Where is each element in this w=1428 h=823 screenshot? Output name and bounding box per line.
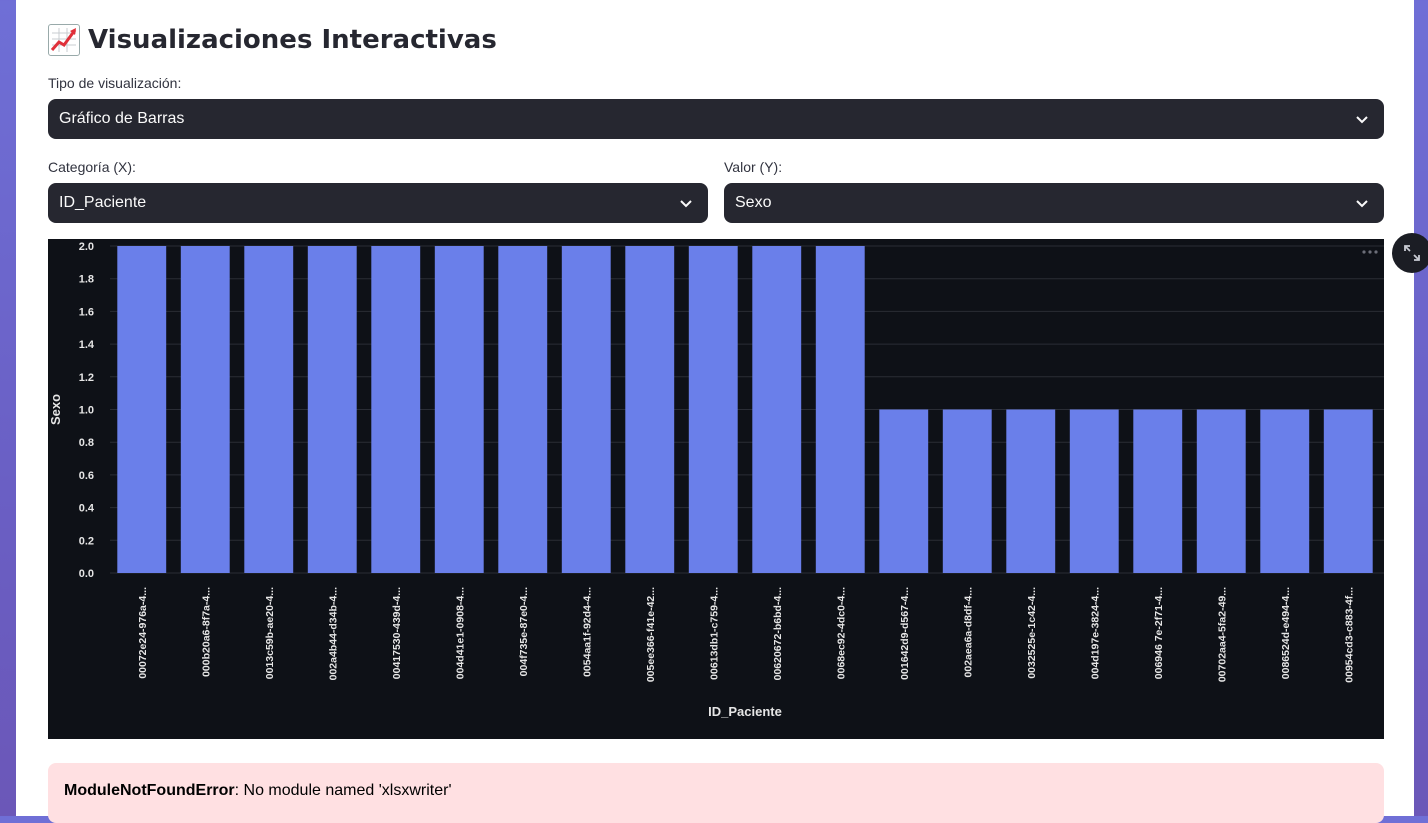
x-tick-label: 00702aa4-5fa2-49... <box>1216 587 1228 682</box>
viz-type-label: Tipo de visualización: <box>48 75 182 91</box>
bar[interactable] <box>498 246 548 573</box>
x-tick-label: 00954cd3-c883-4f... <box>1343 587 1355 683</box>
x-tick-label: 004f735e-87e0-4... <box>518 587 530 676</box>
x-tick-label: 001642d9-d567-4... <box>899 587 911 680</box>
error-alert: ModuleNotFoundError: No module named 'xl… <box>48 763 1384 823</box>
x-tick-label: 005ee366-f41e-42... <box>645 587 657 682</box>
bar[interactable] <box>307 246 357 573</box>
y-value-select[interactable]: Sexo <box>724 183 1384 223</box>
y-tick-label: 1.2 <box>79 372 94 384</box>
chevron-down-icon <box>680 200 692 208</box>
x-tick-label: 0032525e-1c42-4... <box>1026 587 1038 679</box>
x-tick-label: 004d197e-3824-4... <box>1089 587 1101 679</box>
x-tick-label: 000b20a6-8f7a-4... <box>200 587 212 677</box>
chevron-down-icon <box>1356 200 1368 208</box>
bar[interactable] <box>1069 409 1119 574</box>
bar[interactable] <box>815 246 865 573</box>
y-tick-label: 0.2 <box>79 535 94 547</box>
viz-type-select[interactable]: Gráfico de Barras <box>48 99 1384 139</box>
bar[interactable] <box>561 246 611 573</box>
bar[interactable] <box>434 246 484 573</box>
x-tick-label: 00613db1-c759-4... <box>708 587 720 680</box>
y-axis-title: Sexo <box>48 394 63 425</box>
y-tick-label: 0.8 <box>79 437 94 449</box>
x-tick-label: 006946 7e-2f71-4... <box>1153 587 1165 679</box>
bar[interactable] <box>1323 409 1373 574</box>
bar[interactable] <box>117 246 167 573</box>
x-category-value: ID_Paciente <box>59 194 147 211</box>
bar-chart[interactable]: 0.0 0.2 0.4 0.6 0.8 1.0 1.2 1.4 1.6 1.8 2.0 00072e2… <box>48 239 1384 739</box>
y-tick-label: 1.0 <box>79 405 94 417</box>
page-title: Visualizaciones Interactivas <box>48 20 497 60</box>
chart-menu-dot <box>1368 250 1372 254</box>
bar[interactable] <box>942 409 992 574</box>
chart-menu-dot <box>1362 250 1366 254</box>
x-tick-label: 00072e24-976a-4... <box>137 587 149 679</box>
x-category-select[interactable]: ID_Paciente <box>48 183 708 223</box>
chart-menu-dot <box>1374 250 1378 254</box>
bar[interactable] <box>752 246 802 573</box>
x-axis-title: ID_Paciente <box>708 704 782 719</box>
bar[interactable] <box>625 246 675 573</box>
main-page: Visualizaciones Interactivas Tipo de vis… <box>16 0 1414 823</box>
error-message: : No module named 'xlsxwriter' <box>234 782 452 799</box>
bar[interactable] <box>1006 409 1056 574</box>
bar[interactable] <box>1196 409 1246 574</box>
bar-chart-svg[interactable]: 0.0 0.2 0.4 0.6 0.8 1.0 1.2 1.4 1.6 1.8 2.0 00072e2… <box>48 239 1384 739</box>
expand-icon <box>1404 245 1420 261</box>
y-tick-label: 0.6 <box>79 470 94 482</box>
bar[interactable] <box>180 246 230 573</box>
x-tick-label: 00417530-439d-4... <box>391 587 403 679</box>
bar[interactable] <box>1260 409 1310 574</box>
y-tick-label: 1.4 <box>79 339 95 351</box>
bar[interactable] <box>244 246 294 573</box>
y-tick-label: 2.0 <box>79 241 94 253</box>
x-tick-label: 002a4b44-d34b-4... <box>327 587 339 680</box>
x-tick-label: 00620672-b6bd-4... <box>772 587 784 680</box>
y-value-value: Sexo <box>735 194 772 211</box>
bar[interactable] <box>879 409 929 574</box>
page-title-text: Visualizaciones Interactivas <box>88 25 497 55</box>
error-name: ModuleNotFoundError <box>64 782 235 799</box>
y-tick-label: 0.0 <box>79 568 94 580</box>
bar[interactable] <box>1133 409 1183 574</box>
chevron-down-icon <box>1356 116 1368 124</box>
bar[interactable] <box>371 246 421 573</box>
y-value-label: Valor (Y): <box>724 159 783 175</box>
x-category-label: Categoría (X): <box>48 159 136 175</box>
x-tick-label: 0013c59b-ae20-4... <box>264 587 276 679</box>
x-tick-label: 0068ec92-4dc0-4... <box>835 587 847 679</box>
x-tick-label: 004d41e1-0908-4... <box>454 587 466 679</box>
chart-increasing-icon <box>48 24 80 56</box>
y-tick-label: 1.8 <box>79 274 94 286</box>
x-tick-label: 0054aa1f-92d4-4... <box>581 587 593 677</box>
bar[interactable] <box>688 246 738 573</box>
x-tick-label: 0086524d-e494-4... <box>1280 587 1292 679</box>
y-tick-label: 1.6 <box>79 306 94 318</box>
viz-type-value: Gráfico de Barras <box>59 110 185 127</box>
fullscreen-button[interactable] <box>1392 233 1428 273</box>
x-tick-label: 002aea6a-d8df-4... <box>962 587 974 678</box>
y-tick-label: 0.4 <box>79 503 95 515</box>
